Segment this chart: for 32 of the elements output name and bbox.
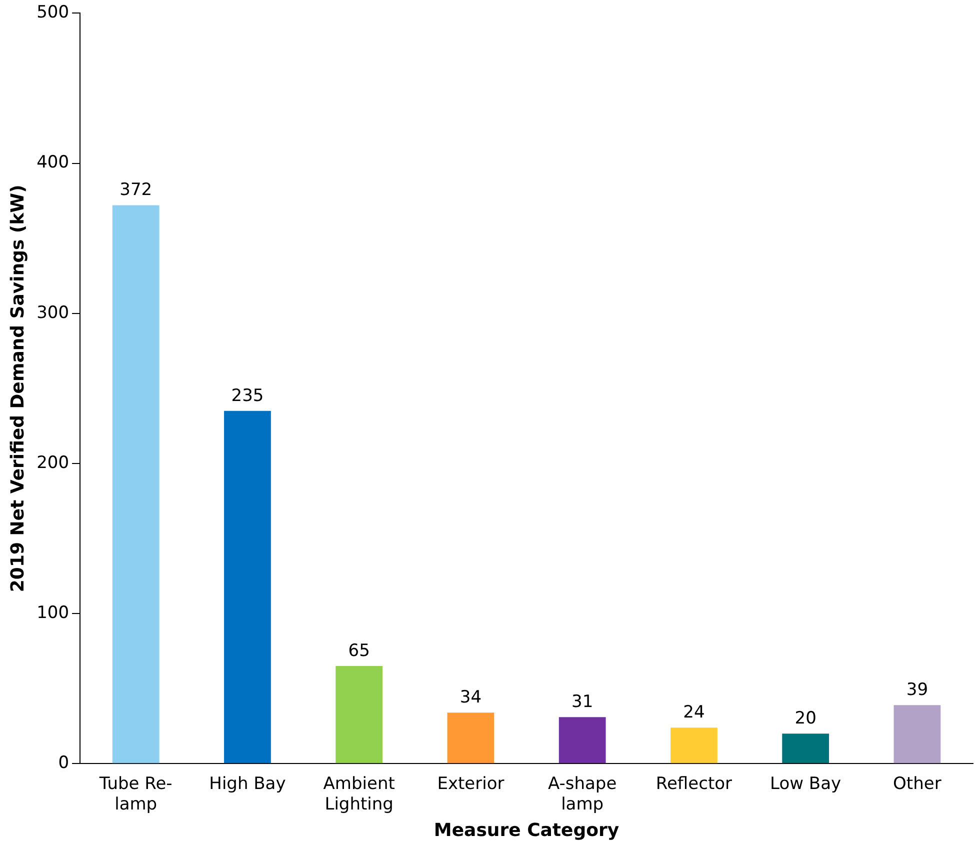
bar: [558, 717, 606, 764]
y-axis-title: 2019 Net Verified Demand Savings (kW): [7, 184, 28, 592]
y-tick-label: 100: [36, 602, 70, 623]
x-tick-label: Reflector: [656, 774, 732, 794]
y-tick-label: 0: [58, 753, 70, 774]
y-tick-label: 200: [36, 452, 70, 473]
y-tick-label: 400: [36, 152, 70, 173]
y-tick-label: 500: [36, 2, 70, 23]
x-tick-label: Ambient Lighting: [323, 774, 396, 815]
data-label: 24: [683, 702, 705, 723]
data-label: 31: [572, 692, 594, 712]
bar: [224, 410, 271, 764]
bar: [670, 728, 718, 764]
bar: [447, 712, 494, 764]
x-tick-label: Tube Re- lamp: [98, 774, 172, 815]
data-label: 20: [794, 708, 816, 729]
data-label: 34: [460, 687, 482, 708]
x-axis-title: Measure Category: [434, 820, 620, 841]
data-label: 235: [231, 386, 264, 406]
data-label: 39: [906, 680, 928, 700]
y-tick-label: 300: [36, 302, 70, 323]
x-tick-label: Low Bay: [770, 774, 842, 794]
x-tick-label: Other: [893, 774, 942, 794]
bar: [894, 705, 941, 764]
data-label: 372: [120, 180, 152, 200]
x-tick-label: High Bay: [209, 774, 286, 794]
data-label: 65: [348, 640, 370, 661]
bar: [112, 205, 160, 764]
x-tick-label: A-shape lamp: [548, 774, 617, 815]
bar: [782, 734, 830, 764]
bar: [336, 666, 383, 764]
x-tick-label: Exterior: [437, 774, 504, 794]
